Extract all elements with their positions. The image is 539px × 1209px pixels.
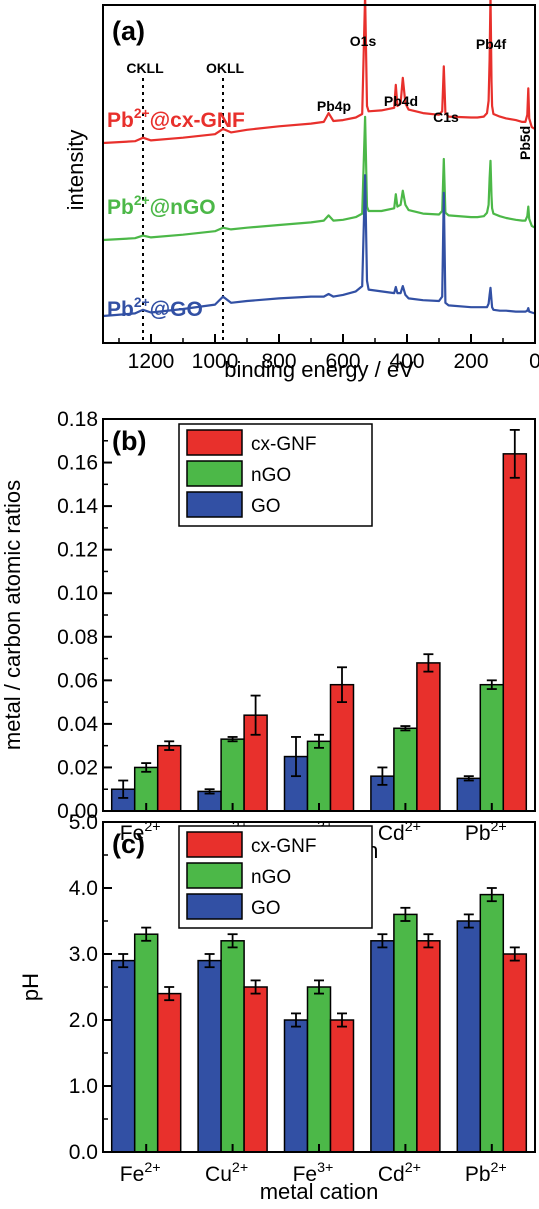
bar — [456, 777, 482, 812]
legend-label: cx-GNF — [251, 434, 316, 455]
x-tick-label: 0 — [529, 350, 539, 373]
panel-label: (a) — [112, 16, 145, 46]
y-tick-label: 0.10 — [57, 582, 98, 605]
legend-swatch — [186, 862, 243, 889]
legend-swatch — [186, 429, 243, 456]
x-tick-label: 200 — [453, 350, 488, 373]
y-tick-label: 0.12 — [57, 539, 98, 562]
y-tick-label: 0.18 — [57, 408, 98, 431]
legend-label: nGO — [251, 867, 291, 888]
peak-label: Pb4p — [317, 98, 351, 114]
x-tick-label: Fe3+ — [293, 1160, 334, 1186]
y-tick-label: 0.06 — [57, 669, 98, 692]
x-tick-label: Cu2+ — [205, 1160, 248, 1186]
legend-swatch — [186, 831, 243, 858]
bar — [479, 893, 505, 1153]
legend-swatch — [186, 460, 243, 487]
bar — [197, 959, 222, 1153]
spectrum-line — [102, 0, 536, 145]
y-tick-label: 0.0 — [69, 1141, 98, 1164]
bar — [283, 1019, 309, 1153]
bar — [133, 933, 159, 1153]
bar — [220, 940, 245, 1153]
bar — [243, 986, 268, 1153]
legend-swatch — [186, 893, 243, 920]
x-tick-label: Pb2+ — [465, 1160, 507, 1186]
legend-label: GO — [251, 898, 281, 919]
y-axis-label: intensity — [63, 130, 88, 211]
x-axis-label: metal cation — [260, 1179, 379, 1204]
y-axis-label: metal / carbon atomic ratios — [0, 480, 25, 750]
legend-label: cx-GNF — [251, 836, 316, 857]
y-tick-label: 0.02 — [57, 756, 98, 779]
panel-c: Fe2+ Cu2+ Fe3+ Cd2+ Pb2+ 0.0 1.0 2.0 3.0 4.0 5.0 me… — [18, 811, 536, 1204]
spectrum-line — [102, 174, 536, 318]
peak-label: Pb5d — [517, 126, 533, 160]
legend-label: GO — [251, 496, 281, 517]
reference-label: OKLL — [206, 60, 245, 76]
y-tick-label: 2.0 — [69, 1009, 98, 1032]
bar — [156, 992, 182, 1153]
bar — [393, 727, 418, 812]
peak-label: Pb4f — [476, 36, 507, 52]
y-tick-label: 3.0 — [69, 943, 98, 966]
peak-label: O1s — [350, 33, 377, 49]
legend-label: nGO — [251, 465, 291, 486]
panel-label: (c) — [112, 829, 145, 859]
peak-label: Pb4d — [384, 93, 418, 109]
y-tick-label: 1.0 — [69, 1075, 98, 1098]
bar — [329, 1019, 355, 1153]
bar — [306, 740, 332, 812]
x-tick-label: 800 — [261, 350, 296, 373]
bar — [156, 744, 182, 812]
bar — [502, 453, 528, 812]
legend-swatch — [186, 491, 243, 518]
x-tick-label: Fe2+ — [120, 1160, 161, 1186]
reference-label: CKLL — [126, 60, 164, 76]
y-tick-label: 0.04 — [57, 713, 98, 736]
x-axis-label: binding energy / eV — [224, 357, 414, 382]
peak-label: C1s — [433, 109, 459, 125]
bar — [220, 738, 245, 812]
y-tick-label: 0.08 — [57, 626, 98, 649]
bar — [370, 940, 395, 1153]
panel-b: Fe2+Cu2+Fe3+Cd2+Pb2+0.000.020.040.060.08… — [0, 408, 536, 863]
y-tick-label: 4.0 — [69, 877, 98, 900]
series-label: Pb2+@cx-GNF — [107, 105, 245, 132]
x-tick-label: 1000 — [192, 350, 239, 373]
y-axis-label: pH — [18, 973, 43, 1001]
bar — [110, 959, 136, 1153]
plot-frame — [102, 4, 536, 344]
spectrum-line — [102, 115, 536, 242]
bar — [306, 986, 332, 1153]
y-tick-label: 0.16 — [57, 452, 98, 475]
x-tick-label: 400 — [389, 350, 424, 373]
bar — [416, 662, 441, 812]
series-label: Pb2+@GO — [107, 294, 203, 321]
bar — [329, 683, 355, 812]
bar — [479, 683, 505, 812]
bar — [456, 920, 482, 1153]
x-tick-label: 600 — [325, 350, 360, 373]
series-label: Pb2+@nGO — [107, 192, 216, 219]
x-tick-label: Cd2+ — [378, 1160, 421, 1186]
panel-a: CKLL OKLL Pb2+@cx-GNF Pb2+@nGO Pb2+@GO O1s Pb4… — [63, 0, 539, 382]
y-tick-label: 0.00 — [57, 800, 98, 823]
x-tick-label: 1200 — [128, 350, 175, 373]
bar — [416, 940, 441, 1153]
panel-label: (b) — [112, 426, 146, 456]
bar — [393, 913, 418, 1153]
y-tick-label: 5.0 — [69, 811, 98, 834]
y-tick-label: 0.14 — [57, 495, 98, 518]
bar — [502, 953, 528, 1153]
